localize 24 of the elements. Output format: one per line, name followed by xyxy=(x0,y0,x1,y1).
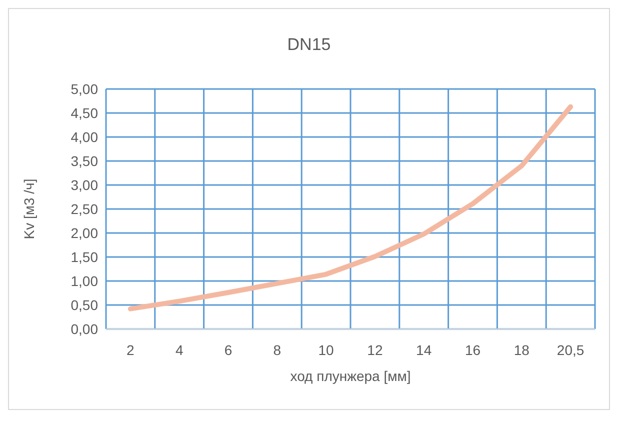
y-tick-label: 4,00 xyxy=(70,128,98,145)
y-tick-label: 2,50 xyxy=(70,200,98,217)
x-tick-label: 16 xyxy=(464,342,481,358)
x-axis-title: ход плунжера [мм] xyxy=(290,368,411,384)
x-tick-label: 12 xyxy=(367,342,383,358)
x-tick-label: 4 xyxy=(175,342,184,358)
y-tick-label: 0,00 xyxy=(70,320,98,337)
x-tick-label: 6 xyxy=(224,342,232,358)
y-axis-title: Kv [м3 /ч] xyxy=(20,178,37,240)
y-tick-label: 3,00 xyxy=(70,176,98,193)
x-tick-label: 14 xyxy=(416,342,432,358)
x-tick-label: 20,5 xyxy=(556,342,584,358)
chart-title: DN15 xyxy=(286,35,332,55)
y-tick-label: 1,50 xyxy=(70,248,98,265)
y-tick-label: 4,50 xyxy=(70,104,98,121)
y-tick-label: 5,00 xyxy=(70,80,98,97)
x-tick-label: 8 xyxy=(273,342,282,358)
y-tick-label: 1,00 xyxy=(70,272,98,289)
y-tick-label: 2,00 xyxy=(70,224,98,241)
x-tick-label: 10 xyxy=(318,342,334,358)
x-tick-label: 2 xyxy=(126,342,135,358)
y-tick-label: 3,50 xyxy=(70,152,98,169)
y-tick-label: 0,50 xyxy=(70,296,98,313)
x-tick-label: 18 xyxy=(514,342,530,358)
